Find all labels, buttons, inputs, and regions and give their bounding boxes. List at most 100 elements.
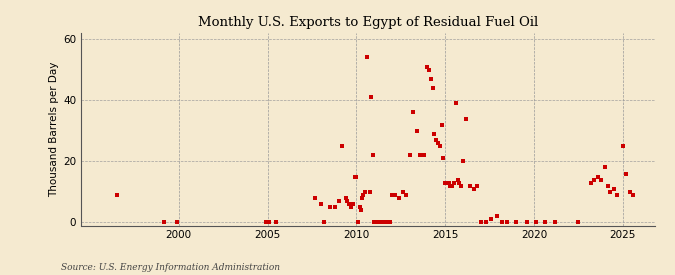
Point [621, 171, 632, 176]
Point [415, 153, 426, 157]
Point [502, 219, 513, 224]
Point [379, 219, 390, 224]
Point [374, 219, 385, 224]
Point [454, 180, 465, 185]
Point [497, 219, 508, 224]
Title: Monthly U.S. Exports to Egypt of Residual Fuel Oil: Monthly U.S. Exports to Egypt of Residua… [198, 16, 538, 29]
Point [315, 202, 326, 206]
Point [472, 184, 483, 188]
Point [366, 95, 377, 99]
Point [539, 219, 550, 224]
Point [354, 205, 365, 209]
Text: Source: U.S. Energy Information Administration: Source: U.S. Energy Information Administ… [61, 263, 279, 272]
Point [433, 141, 443, 145]
Point [371, 219, 381, 224]
Point [447, 184, 458, 188]
Point [397, 190, 408, 194]
Point [458, 159, 468, 164]
Point [435, 144, 446, 148]
Point [401, 193, 412, 197]
Point [456, 184, 466, 188]
Point [333, 199, 344, 203]
Point [369, 219, 379, 224]
Point [461, 116, 472, 121]
Point [111, 193, 122, 197]
Point [329, 205, 340, 209]
Point [360, 190, 371, 194]
Point [431, 138, 441, 142]
Point [310, 196, 321, 200]
Point [418, 153, 429, 157]
Point [438, 156, 449, 161]
Point [443, 180, 454, 185]
Point [573, 219, 584, 224]
Point [377, 219, 388, 224]
Point [441, 180, 452, 185]
Point [387, 193, 398, 197]
Point [429, 132, 440, 136]
Point [427, 86, 438, 90]
Point [450, 101, 461, 106]
Point [381, 219, 392, 224]
Point [599, 165, 610, 170]
Point [593, 174, 603, 179]
Point [171, 219, 182, 224]
Point [358, 193, 369, 197]
Point [408, 110, 418, 115]
Point [522, 219, 533, 224]
Point [452, 177, 463, 182]
Point [475, 219, 486, 224]
Point [511, 219, 522, 224]
Point [612, 193, 623, 197]
Point [404, 153, 415, 157]
Point [531, 219, 541, 224]
Point [550, 219, 561, 224]
Y-axis label: Thousand Barrels per Day: Thousand Barrels per Day [49, 62, 59, 197]
Point [383, 219, 394, 224]
Point [439, 180, 450, 185]
Point [486, 217, 497, 222]
Point [605, 190, 616, 194]
Point [589, 177, 600, 182]
Point [368, 153, 379, 157]
Point [324, 205, 335, 209]
Point [337, 144, 348, 148]
Point [385, 219, 396, 224]
Point [372, 219, 383, 224]
Point [159, 219, 170, 224]
Point [624, 190, 635, 194]
Point [340, 196, 351, 200]
Point [425, 77, 436, 81]
Point [342, 199, 353, 203]
Point [355, 208, 366, 212]
Point [424, 67, 435, 72]
Point [351, 174, 362, 179]
Point [491, 214, 502, 219]
Point [436, 122, 447, 127]
Point [608, 187, 619, 191]
Point [319, 219, 330, 224]
Point [264, 219, 275, 224]
Point [353, 219, 364, 224]
Point [411, 129, 422, 133]
Point [422, 64, 433, 69]
Point [602, 184, 613, 188]
Point [468, 187, 479, 191]
Point [348, 202, 358, 206]
Point [271, 219, 281, 224]
Point [261, 219, 271, 224]
Point [376, 219, 387, 224]
Point [618, 144, 628, 148]
Point [344, 202, 354, 206]
Point [390, 193, 401, 197]
Point [596, 177, 607, 182]
Point [364, 190, 375, 194]
Point [394, 196, 404, 200]
Point [627, 193, 638, 197]
Point [449, 180, 460, 185]
Point [585, 180, 596, 185]
Point [346, 205, 356, 209]
Point [356, 196, 367, 200]
Point [362, 55, 373, 60]
Point [464, 184, 475, 188]
